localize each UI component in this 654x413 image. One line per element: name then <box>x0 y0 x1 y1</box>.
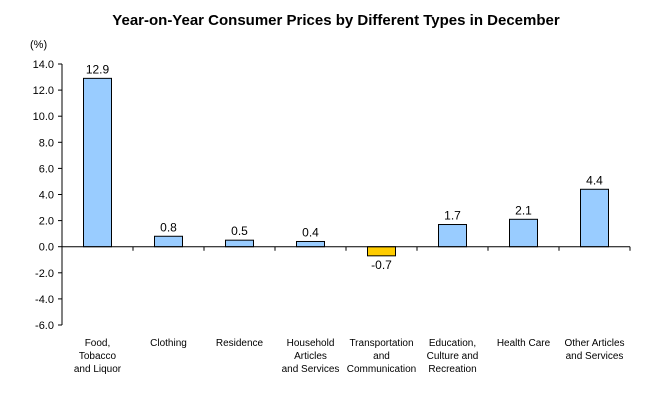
category-label: Communication <box>347 364 416 375</box>
y-tick-label: -6.0 <box>35 320 54 332</box>
category-label: and Services <box>282 364 340 375</box>
y-tick-label: 12.0 <box>33 85 54 97</box>
data-label: 0.4 <box>302 225 319 239</box>
axes <box>61 64 631 325</box>
y-tick-label: 14.0 <box>33 59 54 71</box>
category-label: Recreation <box>428 364 476 375</box>
data-label: 1.7 <box>444 209 461 223</box>
category-label: and Services <box>566 351 624 362</box>
category-label: Other Articles <box>564 338 624 349</box>
category-label: Transportation <box>349 338 413 349</box>
bar <box>225 239 254 248</box>
data-label: 12.9 <box>86 62 110 76</box>
bar <box>438 224 467 248</box>
category-label: Household <box>287 338 335 349</box>
y-tick-label: 6.0 <box>39 163 54 175</box>
bar <box>580 188 609 248</box>
bar <box>367 246 396 257</box>
y-tick-label: 4.0 <box>39 190 54 202</box>
category-label: Tobacco <box>79 351 117 362</box>
category-label: Articles <box>294 351 327 362</box>
category-label: Education, <box>429 338 476 349</box>
bar <box>154 235 183 248</box>
y-tick-label: 2.0 <box>39 216 54 228</box>
data-label: -0.7 <box>371 258 392 272</box>
data-label: 0.5 <box>231 224 248 238</box>
y-tick-label: -4.0 <box>35 294 54 306</box>
category-label: and Liquor <box>74 364 122 375</box>
data-label: 4.4 <box>586 173 603 187</box>
bar <box>296 240 325 248</box>
bars-group <box>83 77 609 257</box>
category-label: and <box>373 351 390 362</box>
y-tick-label: 0.0 <box>39 242 54 254</box>
y-tick-label: -2.0 <box>35 268 54 280</box>
x-axis-categories: Food, Tobacco and Liquor Clothing Residence H… <box>74 338 625 375</box>
bar <box>83 77 112 248</box>
bar <box>509 218 538 248</box>
y-tick-label: 8.0 <box>39 137 54 149</box>
category-label: Food, <box>85 338 111 349</box>
chart-title: Year-on-Year Consumer Prices by Differen… <box>112 12 560 29</box>
category-label: Health Care <box>497 338 551 349</box>
category-label: Residence <box>216 338 264 349</box>
data-label: 2.1 <box>515 203 532 217</box>
y-axis-unit: (%) <box>30 39 47 51</box>
category-label: Culture and <box>427 351 479 362</box>
data-label: 0.8 <box>160 220 177 234</box>
y-axis: 14.0 12.0 10.0 8.0 6.0 4.0 2.0 0.0 -2.0 -4.0 -6.0 <box>33 59 62 332</box>
y-tick-label: 10.0 <box>33 111 54 123</box>
category-label: Clothing <box>150 338 187 349</box>
data-labels-group: 12.9 0.8 0.5 0.4 -0.7 1.7 2.1 4.4 <box>86 62 603 271</box>
